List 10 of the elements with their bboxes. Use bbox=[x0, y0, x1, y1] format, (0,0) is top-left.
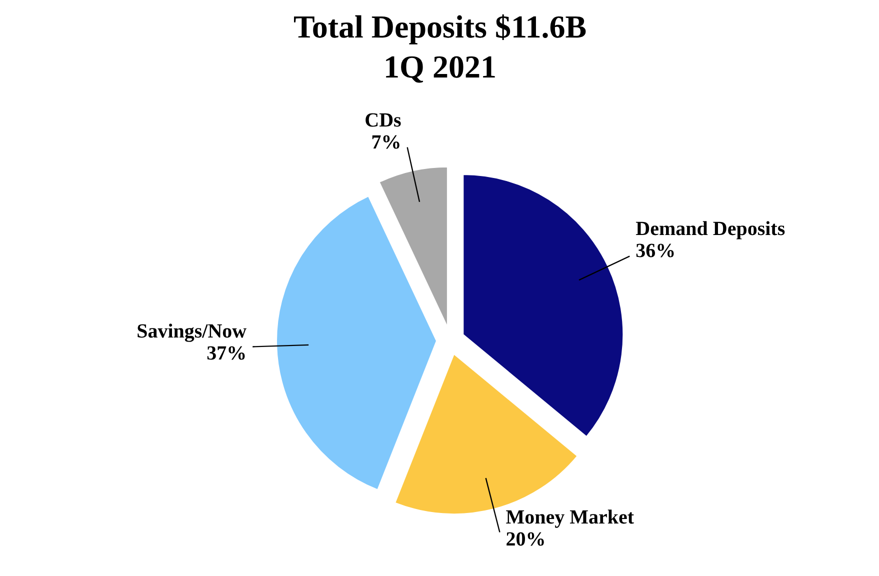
slice-label: Savings/Now bbox=[136, 320, 248, 343]
data-label: 36% bbox=[636, 240, 676, 262]
slice-label: CDs bbox=[364, 109, 402, 132]
data-label: 20% bbox=[506, 528, 546, 550]
slice-label: Demand Deposits bbox=[636, 218, 786, 240]
data-label: 37% bbox=[206, 342, 247, 365]
slice-label: Money Market bbox=[506, 506, 634, 528]
chart-subtitle: 1Q 2021 bbox=[384, 48, 496, 84]
data-label: 7% bbox=[371, 131, 402, 154]
chart-title: Total Deposits $11.6B bbox=[293, 8, 587, 44]
